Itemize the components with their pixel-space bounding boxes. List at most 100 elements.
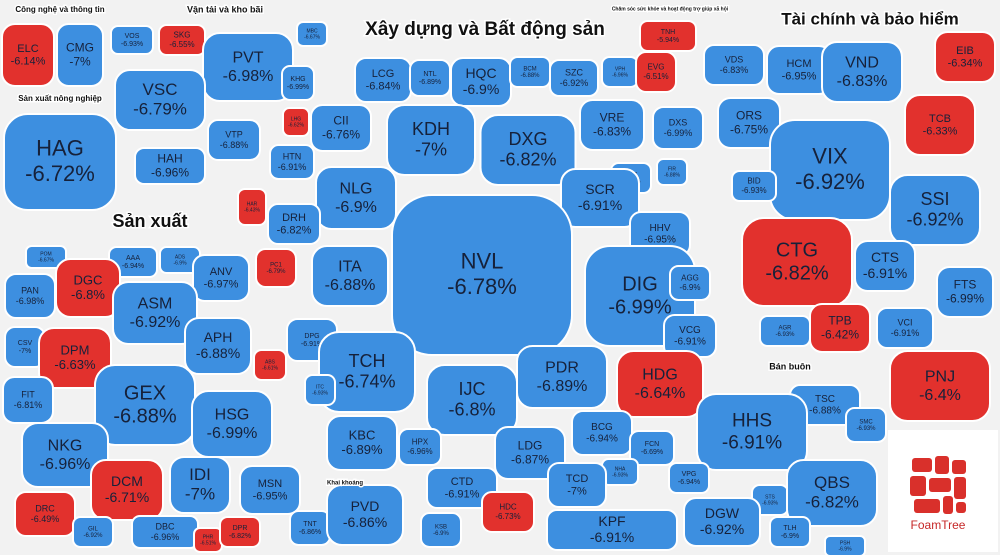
ticker: MSN [258,478,283,490]
change: -6.84% [366,81,401,93]
change: -6.95% [253,491,288,503]
ticker: KDH [412,119,450,139]
change: -6.93% [775,332,795,338]
ticker: VTP [225,129,243,139]
change: -6.33% [923,126,958,138]
cell [391,194,573,356]
change: -6.96% [151,532,180,542]
cell [237,188,267,226]
cell [239,465,301,515]
cell [616,350,704,418]
ticker: HTN [283,151,302,161]
cell [134,147,206,185]
cell [289,510,331,546]
ticker: HHV [649,223,670,234]
group: VOS-6.93%SKG-6.55%PVT-6.98%VSC-6.79%VTP-… [110,21,328,185]
cell [629,430,675,466]
group: POM-6.67% AAA-6.94%ADS-6.9%DGC-6.8%ANV-6.… [2,245,301,553]
cell [769,516,811,548]
ticker: NLG [340,180,373,197]
change: -6.91% [578,197,622,213]
change: -6.72% [25,161,95,186]
cell [253,349,287,381]
ticker: CTG [776,239,818,261]
cell [516,345,608,409]
ticker: AAA [126,255,140,262]
ticker: SMC [859,419,873,425]
group: TNT-6.86%PVD-6.86% KSB-6.9% [289,484,462,548]
change: -6.79% [266,269,286,275]
change: -6.88% [325,277,376,294]
ticker: ABS [265,360,276,366]
ticker: VND [845,54,879,71]
ticker: FIR [668,167,676,173]
change: -6.9% [173,260,187,266]
change: -6.91% [445,489,480,501]
group-title: Sản xuất nông nghiệp [18,94,102,103]
cell [547,462,607,508]
cell [656,158,688,186]
cell [409,59,451,97]
change: -6.94% [678,479,700,486]
cell [426,364,518,436]
change: -6.14% [11,56,46,68]
change: -6.79% [133,100,187,119]
cell [479,114,577,186]
change: -6.88% [664,172,680,178]
ticker: DCM [111,473,143,489]
ticker: CSV [18,340,33,347]
ticker: SZC [565,67,584,77]
logo-icon [910,456,966,514]
change: -6.92% [906,210,963,230]
ticker: VSC [143,80,178,99]
change: -7% [69,54,91,68]
change: -6.74% [338,372,395,392]
cell [3,113,117,211]
cell [207,119,261,161]
cell [854,240,916,292]
change: -6.92% [560,78,589,88]
ticker: PAN [21,285,39,295]
ticker: TNT [303,521,317,528]
cell [494,426,566,480]
ticker: HHS [732,411,772,432]
change: -6.69% [641,449,663,456]
ticker: TCH [349,351,386,371]
cell [114,69,206,131]
change: -6.92% [795,169,865,194]
ticker: HAG [36,136,84,161]
ticker: GIL [88,526,98,532]
ticker: POM [40,252,51,258]
ticker: TCD [566,473,589,485]
ticker: FCN [645,441,659,448]
ticker: PVD [351,498,380,514]
ticker: DXG [508,129,547,149]
ticker: LCG [372,68,395,80]
ticker: VIX [812,144,848,169]
cell [398,428,442,466]
ticker: FIT [21,389,35,399]
group-title: Bán buôn [769,361,811,371]
ticker: HDC [499,503,517,512]
change: -6.64% [635,385,686,402]
change: -6.93% [741,186,766,195]
cell [876,307,934,349]
ticker: FTS [954,278,977,292]
change: -6.43% [244,207,260,213]
change: -6.92% [130,314,181,331]
cell [191,390,273,458]
change: -6.51% [643,72,668,81]
cell [549,59,599,97]
change: -6.95% [644,235,676,246]
change: -6.71% [105,489,149,505]
change: -7% [19,348,31,355]
change: -6.96% [612,72,628,78]
ticker: VRE [600,111,625,125]
ticker: APH [204,329,233,345]
change: -6.99% [287,84,309,91]
ticker: ASM [138,295,173,312]
ticker: DRC [35,503,55,513]
ticker: TSC [815,394,835,405]
ticker: DIG [622,273,658,295]
ticker: DRH [282,212,306,224]
